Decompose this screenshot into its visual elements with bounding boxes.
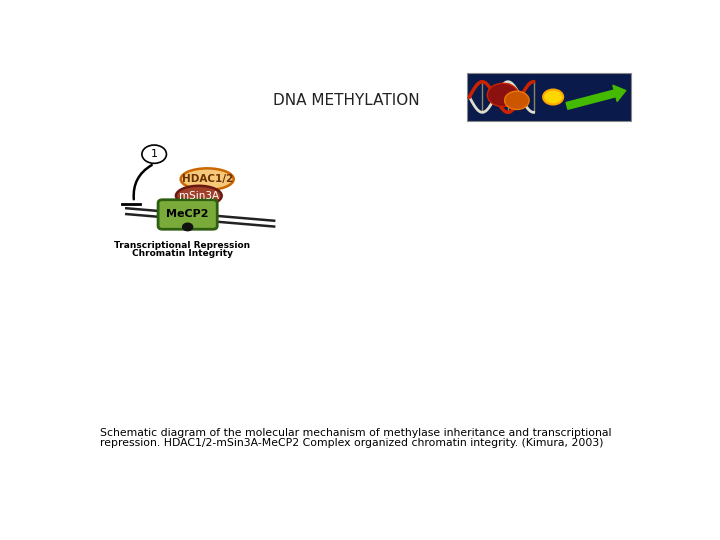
- Text: mSin3A: mSin3A: [179, 191, 219, 201]
- FancyArrowPatch shape: [134, 165, 152, 199]
- Text: Schematic diagram of the molecular mechanism of methylase inheritance and transc: Schematic diagram of the molecular mecha…: [100, 428, 611, 438]
- Text: MeCP2: MeCP2: [166, 210, 209, 219]
- Ellipse shape: [176, 186, 222, 206]
- Circle shape: [183, 223, 193, 231]
- FancyArrowPatch shape: [566, 85, 626, 109]
- FancyBboxPatch shape: [158, 200, 217, 230]
- Text: Chromatin Integrity: Chromatin Integrity: [132, 249, 233, 259]
- Text: 1: 1: [150, 149, 158, 159]
- Text: DNA METHYLATION: DNA METHYLATION: [274, 93, 420, 107]
- Ellipse shape: [181, 168, 234, 190]
- Text: Transcriptional Repression: Transcriptional Repression: [114, 241, 250, 250]
- Circle shape: [487, 83, 518, 106]
- Circle shape: [505, 91, 529, 110]
- Bar: [467, 73, 631, 121]
- Text: HDAC1/2: HDAC1/2: [181, 174, 233, 184]
- Circle shape: [543, 90, 563, 105]
- Text: repression. HDAC1/2-mSin3A-MeCP2 Complex organized chromatin integrity. (Kimura,: repression. HDAC1/2-mSin3A-MeCP2 Complex…: [100, 438, 603, 448]
